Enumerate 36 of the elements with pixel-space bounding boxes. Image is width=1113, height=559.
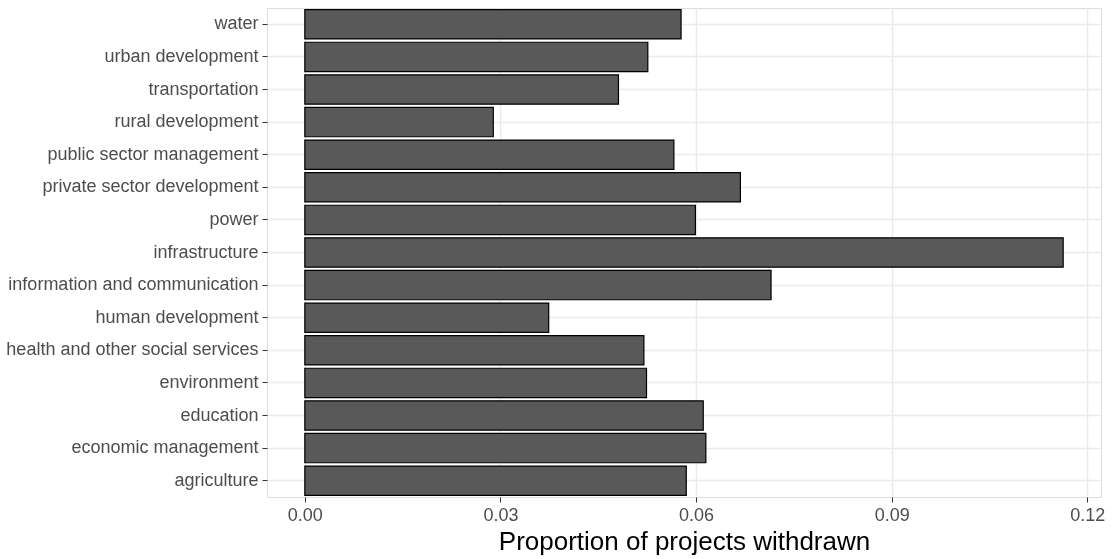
y-tick-label: education bbox=[180, 404, 259, 425]
x-tick-label: 0.06 bbox=[679, 504, 715, 525]
bar bbox=[304, 172, 741, 203]
y-tick-label: agriculture bbox=[174, 469, 259, 490]
y-tick-label: information and communication bbox=[8, 274, 259, 295]
bar bbox=[304, 74, 620, 105]
bar bbox=[304, 41, 649, 73]
bar bbox=[304, 139, 675, 170]
y-tick-label: private sector development bbox=[42, 176, 259, 197]
y-tick-label: urban development bbox=[104, 45, 259, 66]
bar bbox=[304, 335, 645, 366]
bar bbox=[304, 269, 772, 301]
bar bbox=[304, 465, 687, 496]
x-tick-label: 0.09 bbox=[874, 504, 910, 525]
y-tick-label: human development bbox=[95, 306, 259, 327]
y-tick-label: power bbox=[209, 208, 259, 229]
bar bbox=[304, 367, 648, 399]
y-tick-label: health and other social services bbox=[6, 339, 259, 360]
y-tick-label: economic management bbox=[71, 437, 259, 458]
bar bbox=[304, 106, 494, 138]
bar bbox=[304, 9, 682, 40]
y-tick-label: rural development bbox=[114, 111, 259, 132]
y-tick-label: infrastructure bbox=[153, 241, 259, 262]
bar bbox=[304, 302, 550, 333]
x-axis-title: Proportion of projects withdrawn bbox=[498, 525, 871, 556]
bar bbox=[304, 432, 707, 464]
bar bbox=[304, 400, 704, 431]
x-tick-label: 0.12 bbox=[1070, 504, 1106, 525]
y-tick-label: public sector management bbox=[47, 143, 259, 164]
x-tick-label: 0.03 bbox=[483, 504, 519, 525]
y-tick-label: water bbox=[213, 13, 259, 34]
y-tick-label: transportation bbox=[148, 78, 259, 99]
bar bbox=[304, 237, 1064, 268]
y-tick-label: environment bbox=[159, 371, 259, 392]
x-tick-label: 0.00 bbox=[287, 504, 323, 525]
bar bbox=[304, 204, 697, 236]
